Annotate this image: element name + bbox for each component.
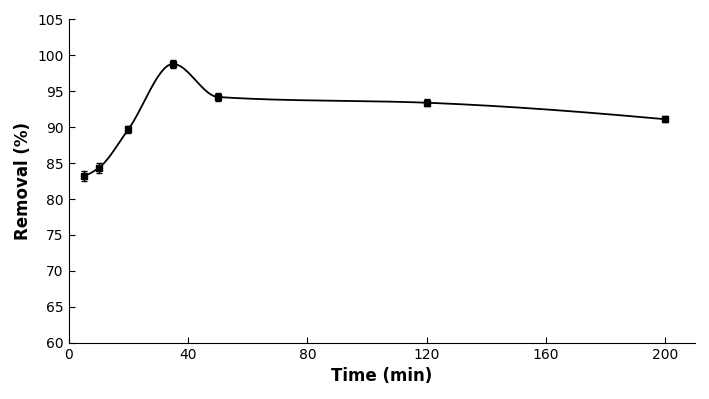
X-axis label: Time (min): Time (min) <box>331 367 432 385</box>
Y-axis label: Removal (%): Removal (%) <box>14 122 32 240</box>
